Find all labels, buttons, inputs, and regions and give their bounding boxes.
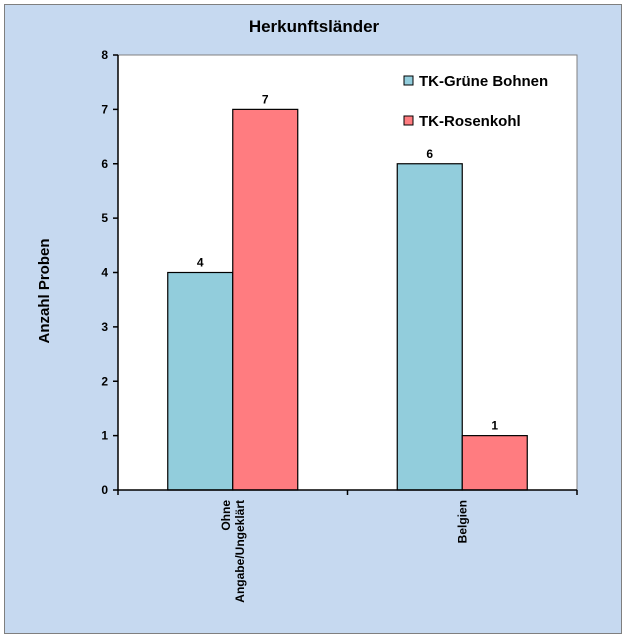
y-tick-label: 0 bbox=[101, 483, 108, 497]
y-tick-label: 6 bbox=[101, 157, 108, 171]
legend-label: TK-Grüne Bohnen bbox=[419, 73, 548, 90]
y-axis-title: Anzahl Proben bbox=[36, 238, 53, 343]
y-tick-label: 4 bbox=[101, 266, 108, 280]
y-tick-label: 3 bbox=[101, 320, 108, 334]
bar bbox=[461, 435, 528, 491]
legend-swatch bbox=[403, 75, 414, 86]
y-tick-label: 8 bbox=[101, 48, 108, 62]
data-label: 7 bbox=[262, 92, 269, 106]
bar bbox=[232, 108, 299, 491]
data-label: 6 bbox=[426, 147, 433, 161]
bars-layer bbox=[167, 108, 528, 491]
legend-label: TK-Rosenkohl bbox=[419, 113, 521, 130]
y-axis: 0 1 2 3 4 5 6 7 8 bbox=[101, 48, 119, 497]
y-tick-label: 2 bbox=[101, 374, 108, 388]
bar bbox=[396, 163, 463, 491]
x-category-label: Angabe/Ungeklärt bbox=[233, 500, 247, 603]
data-labels: 4 6 7 1 bbox=[197, 92, 499, 432]
y-tick-label: 5 bbox=[101, 211, 108, 225]
y-tick-label: 7 bbox=[101, 102, 108, 116]
bar bbox=[167, 271, 234, 491]
x-axis: Ohne Angabe/Ungeklärt Belgien bbox=[117, 489, 578, 603]
x-category-label: Ohne bbox=[219, 500, 233, 531]
x-category-label: Belgien bbox=[455, 500, 469, 543]
legend: TK-Grüne Bohnen TK-Rosenkohl bbox=[403, 73, 548, 130]
y-tick-label: 1 bbox=[101, 429, 108, 443]
legend-swatch bbox=[403, 115, 414, 126]
chart-title: Herkunftsländer bbox=[249, 17, 380, 36]
data-label: 1 bbox=[491, 419, 498, 433]
data-label: 4 bbox=[197, 256, 204, 270]
